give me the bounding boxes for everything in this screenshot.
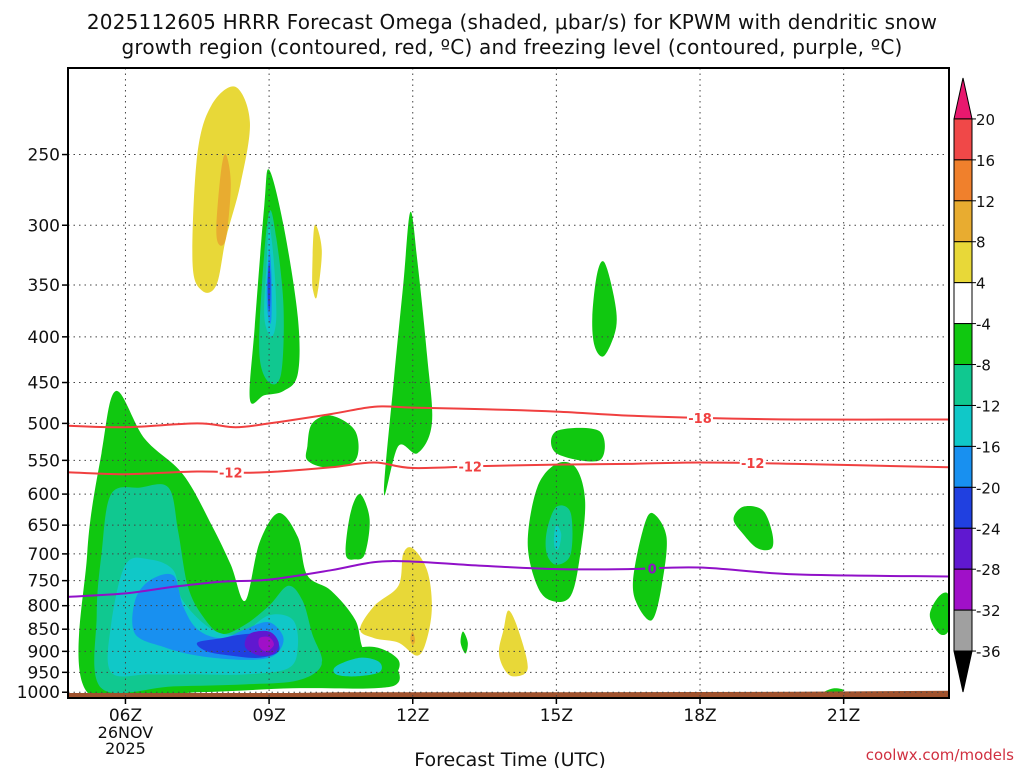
- omega-region-16: [312, 224, 322, 299]
- chart-title-line-1: 2025112605 HRRR Forecast Omega (shaded, …: [86, 10, 938, 34]
- colorbar-swatch: [953, 527, 973, 570]
- temperature-contour-label: -18: [688, 412, 712, 427]
- colorbar-swatch: [953, 486, 973, 529]
- omega-region-19: [345, 494, 370, 560]
- temperature-contour--18: [68, 405, 949, 429]
- chart-title-line-2: growth region (contoured, red, ºC) and f…: [121, 35, 903, 59]
- x-tick-label: 21Z: [827, 706, 860, 726]
- colorbar-swatch: [953, 404, 973, 447]
- colorbar-label: -8: [976, 357, 991, 375]
- y-tick-label: 550: [28, 451, 60, 471]
- colorbar-label: -32: [976, 602, 1001, 620]
- y-axis: 2503003504004505005506006507007508008509…: [17, 146, 68, 703]
- colorbar-swatch: [953, 650, 973, 693]
- colorbar-label: -12: [976, 397, 1001, 415]
- y-tick-label: 800: [28, 597, 60, 617]
- x-tick-label: 06Z: [109, 706, 142, 726]
- freezing-level-label: 0: [648, 563, 657, 578]
- omega-region-30: [733, 506, 774, 551]
- omega-region-32: [929, 592, 949, 635]
- y-tick-label: 1000: [17, 683, 60, 703]
- x-tick-date: 26NOV: [98, 723, 154, 742]
- colorbar-label: -24: [976, 520, 1001, 538]
- y-tick-label: 250: [28, 146, 60, 166]
- x-tick-label: 09Z: [252, 706, 285, 726]
- y-tick-label: 650: [28, 516, 60, 536]
- y-tick-label: 850: [28, 620, 60, 640]
- omega-region-20: [360, 547, 432, 656]
- colorbar-label: 8: [976, 234, 986, 252]
- colorbar-swatch: [953, 159, 973, 202]
- y-tick-label: 950: [28, 663, 60, 683]
- contour-label-bg: [645, 560, 660, 577]
- contour-lines: [68, 405, 949, 598]
- colorbar-swatch: [953, 77, 973, 120]
- y-tick-label: 350: [28, 276, 60, 296]
- y-tick-label: 300: [28, 216, 60, 236]
- y-tick-label: 700: [28, 545, 60, 565]
- colorbar-label: -36: [976, 643, 1001, 661]
- omega-region-15: [216, 153, 231, 246]
- colorbar: 20 16 12 8 4 -4 -8 -12 -16 -20 -24 -28 -32 -36: [953, 77, 1001, 693]
- x-tick-label: 12Z: [396, 706, 429, 726]
- contour-label-bg: [457, 458, 484, 475]
- y-tick-label: 750: [28, 572, 60, 592]
- y-tick-label: 600: [28, 485, 60, 505]
- omega-region-26: [553, 525, 562, 550]
- credit-text: coolwx.com/models: [866, 746, 1014, 764]
- colorbar-swatch: [953, 118, 973, 161]
- temperature-contour-label: -12: [741, 457, 765, 472]
- x-tick-year: 2025: [105, 739, 146, 758]
- colorbar-swatch: [953, 364, 973, 406]
- colorbar-swatch: [953, 323, 973, 366]
- colorbar-label: 20: [976, 111, 995, 129]
- colorbar-label: -20: [976, 479, 1001, 497]
- x-axis-label: Forecast Time (UTC): [414, 749, 605, 768]
- x-tick-label: 18Z: [683, 706, 716, 726]
- omega-region-27: [551, 427, 605, 462]
- colorbar-label: 16: [976, 152, 995, 170]
- omega-region-18: [383, 211, 433, 496]
- temperature-contour--12: [68, 461, 949, 476]
- temperature-contour-label: -12: [458, 460, 482, 475]
- colorbar-label: -28: [976, 561, 1001, 579]
- omega-region-6: [258, 636, 274, 652]
- temperature-contour-label: -12: [219, 466, 243, 481]
- contour-label-bg: [217, 464, 244, 481]
- colorbar-swatch: [953, 445, 973, 488]
- contour-label-bg: [739, 455, 766, 472]
- grid-lines: [68, 68, 949, 698]
- colorbar-swatch: [953, 241, 973, 284]
- omega-shading: [78, 86, 949, 698]
- y-tick-label: 400: [28, 328, 60, 348]
- colorbar-swatch: [953, 609, 973, 652]
- colorbar-label: 4: [976, 275, 986, 293]
- omega-region-8: [333, 657, 382, 677]
- colorbar-label: -4: [976, 316, 991, 334]
- omega-region-23: [498, 610, 528, 677]
- colorbar-swatch: [953, 282, 973, 325]
- x-tick-label: 15Z: [540, 706, 573, 726]
- y-tick-label: 900: [28, 642, 60, 662]
- omega-region-28: [592, 261, 617, 357]
- y-tick-label: 450: [28, 374, 60, 394]
- freezing-level-contour: [68, 560, 949, 598]
- omega-region-13: [267, 262, 271, 311]
- colorbar-label: -16: [976, 438, 1001, 456]
- contour-label-bg: [687, 409, 714, 426]
- omega-region-21: [410, 631, 416, 645]
- colorbar-swatch: [953, 568, 973, 611]
- colorbar-swatch: [953, 200, 973, 243]
- contour-labels: -18 -12 -12 -12 0: [217, 409, 766, 578]
- omega-region-22: [460, 631, 468, 654]
- y-tick-label: 500: [28, 414, 60, 434]
- colorbar-label: 12: [976, 193, 995, 211]
- omega-region-17: [305, 415, 359, 468]
